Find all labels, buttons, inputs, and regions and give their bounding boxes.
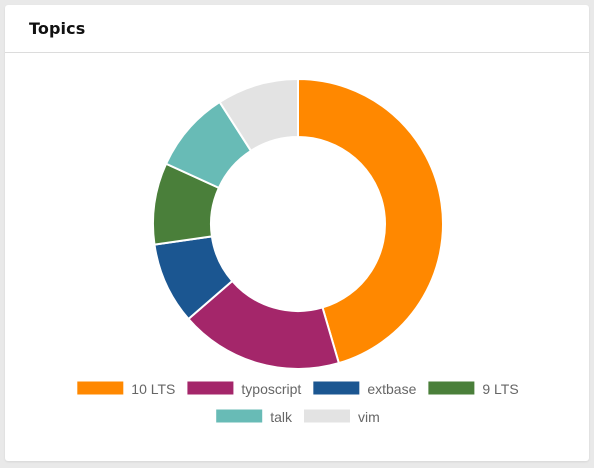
donut-slices: [152, 77, 444, 370]
legend-label-10-lts[interactable]: 10 LTS: [131, 381, 175, 397]
slice-vim[interactable]: [218, 77, 299, 153]
legend-swatch-vim[interactable]: [304, 409, 351, 423]
legend-label-extbase[interactable]: extbase: [367, 381, 416, 397]
card-header: Topics: [5, 5, 589, 53]
legend-label-9-lts[interactable]: 9 LTS: [482, 381, 518, 397]
legend-swatch-10-lts[interactable]: [77, 381, 124, 395]
chart-legend: 10 LTS typoscript extbase 9 LTS talk vim: [77, 381, 519, 425]
legend-label-talk[interactable]: talk: [270, 409, 293, 425]
legend-label-typoscript[interactable]: typoscript: [241, 381, 301, 397]
legend-label-vim[interactable]: vim: [358, 409, 380, 425]
legend-swatch-talk[interactable]: [216, 409, 263, 423]
legend-swatch-typoscript[interactable]: [187, 381, 234, 395]
legend-swatch-9-lts[interactable]: [428, 381, 475, 395]
legend-swatch-extbase[interactable]: [313, 381, 360, 395]
card-title: Topics: [29, 19, 86, 38]
slice-10-lts[interactable]: [297, 77, 444, 365]
